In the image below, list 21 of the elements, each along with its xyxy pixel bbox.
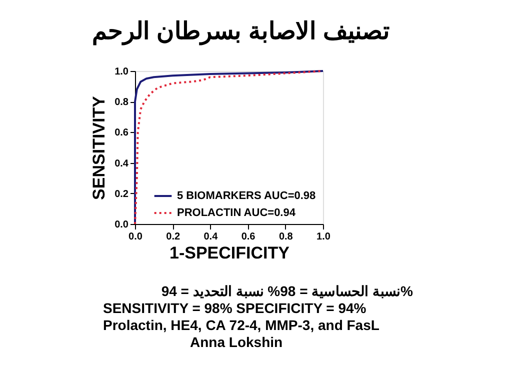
x-tick-label: 0.6	[241, 232, 256, 242]
legend-label: 5 BIOMARKERS AUC=0.98	[177, 190, 316, 202]
y-axis-title: SENSITIVITY	[90, 95, 109, 200]
legend-label: PROLACTIN AUC=0.94	[177, 207, 296, 219]
x-tick-label: 0.0	[128, 232, 143, 242]
x-tick-label: 0.2	[166, 232, 180, 242]
y-tick-label: 0.4	[114, 158, 129, 170]
text: Anna Lokshin	[190, 334, 283, 350]
text: نسبة الحساسية = 98% نسبة التحديد = 94%	[161, 283, 414, 299]
x-tick-label: 0.4	[204, 232, 218, 242]
text: Prolactin, HE4, CA 72-4, MMP-3, and FasL	[103, 317, 380, 333]
x-tick-label: 1.0	[316, 232, 331, 242]
y-tick-label: 0.0	[114, 220, 129, 230]
y-tick-label: 0.6	[114, 128, 129, 139]
y-tick-label: 0.2	[114, 188, 129, 200]
chart-title: تصنيف الاصابة بسرطان الرحم	[92, 18, 390, 46]
y-tick-label: 0.8	[114, 97, 129, 108]
y-tick-label: 1.0	[114, 66, 129, 78]
x-axis-title: 1-SPECIFICITY	[170, 244, 290, 262]
text: SENSITIVITY = 98% SPECIFICITY = 94%	[103, 300, 367, 316]
x-tick-label: 0.8	[278, 232, 294, 242]
